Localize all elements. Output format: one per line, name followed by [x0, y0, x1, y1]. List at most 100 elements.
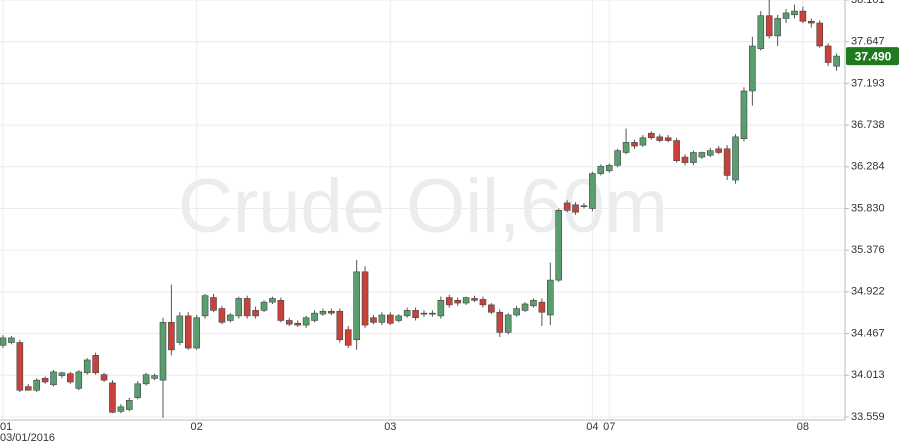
candle-body [378, 314, 386, 323]
candle-body [311, 312, 318, 321]
y-tick-label: 35.830 [851, 202, 885, 214]
candle-body [706, 150, 714, 156]
candle-body [530, 299, 537, 307]
candle-body [513, 308, 520, 316]
candle-body [538, 301, 546, 313]
candle-body [648, 132, 655, 139]
candle-body [420, 312, 428, 315]
candle-body [664, 137, 672, 141]
candle-body [504, 314, 512, 333]
candle-body [774, 18, 781, 37]
y-tick-label: 37.647 [851, 36, 885, 48]
candle-body [833, 55, 840, 67]
candle-body [387, 314, 394, 324]
y-tick-label: 34.467 [851, 328, 885, 340]
last-price-label: 37.490 [855, 49, 892, 63]
candle-body [429, 312, 436, 315]
candle-body [184, 315, 192, 349]
y-tick-label: 34.922 [851, 286, 885, 298]
y-tick-label: 35.376 [851, 244, 885, 256]
candle-body [16, 342, 24, 391]
candle-body [546, 279, 554, 316]
candle-body [597, 165, 605, 174]
candle-body [791, 10, 798, 16]
candle-body [92, 355, 99, 374]
x-tick-label: 04 [586, 421, 598, 433]
candle-body [344, 329, 352, 346]
candle-body [445, 297, 453, 306]
candle-body [75, 371, 83, 389]
candle-body [521, 303, 529, 311]
x-tick-label: 03 [384, 421, 396, 433]
candle-body [252, 310, 259, 317]
candle-body [782, 12, 790, 19]
candle-body [285, 320, 293, 325]
y-tick-label: 36.738 [851, 119, 885, 131]
candle-body [395, 315, 403, 321]
candle-body [580, 205, 588, 208]
candle-body [412, 310, 419, 319]
candle-body [336, 311, 344, 341]
candle-body [353, 271, 360, 341]
candle-body [740, 90, 748, 140]
candle-body [370, 317, 377, 323]
candle-body [639, 137, 647, 146]
candle-body [294, 322, 302, 326]
candle-body [589, 173, 596, 209]
y-tick-label: 36.284 [851, 161, 885, 173]
candle-body [454, 299, 461, 304]
candle-body [8, 337, 15, 343]
candle-body [58, 372, 66, 376]
candle-body [572, 204, 579, 213]
candle-body [269, 298, 276, 303]
x-tick-label: 02 [191, 421, 203, 433]
date-label: 03/01/2016 [0, 432, 55, 444]
candle-body [715, 148, 723, 153]
x-tick-label: 08 [797, 421, 809, 433]
candle-body [67, 373, 74, 383]
candle-body [235, 298, 243, 317]
x-tick-label: 07 [603, 421, 615, 433]
candle-body [681, 156, 689, 163]
candle-body [698, 152, 706, 158]
candle-body [159, 322, 167, 381]
candle-body [134, 383, 142, 398]
candle-body [462, 297, 470, 304]
candle-body [227, 314, 234, 321]
candle-body [328, 311, 335, 314]
candle-body [100, 374, 108, 381]
candle-body [243, 298, 251, 317]
candle-body [24, 386, 32, 391]
candle-body [673, 140, 680, 162]
candle-body [319, 311, 327, 315]
x-tick-label: 01 [0, 421, 12, 433]
candle-body [816, 22, 824, 47]
candle-body [260, 301, 268, 311]
candle-body [614, 150, 621, 166]
candle-body [723, 148, 731, 176]
candle-body [563, 202, 571, 211]
candle-body [277, 299, 285, 321]
candle-body [142, 374, 150, 385]
y-tick-label: 37.193 [851, 77, 885, 89]
candle-body [732, 136, 739, 181]
candle-body [488, 304, 495, 313]
candle-body [656, 136, 664, 141]
last-price-box [846, 47, 899, 66]
candle-body [168, 322, 175, 351]
candle-body [749, 45, 756, 92]
candle-body [479, 299, 487, 306]
candle-body [117, 406, 125, 412]
candle-body [41, 378, 49, 383]
candle-body [757, 15, 765, 50]
y-tick-label: 38.101 [851, 0, 885, 6]
candle-body [176, 315, 184, 343]
candle-body [210, 297, 217, 311]
candle-body [193, 317, 200, 349]
candle-body [302, 317, 310, 326]
candle-body [765, 15, 773, 37]
candle-body [605, 165, 613, 172]
candle-body [799, 10, 807, 22]
candle-body [437, 299, 445, 317]
candle-body [496, 311, 504, 333]
